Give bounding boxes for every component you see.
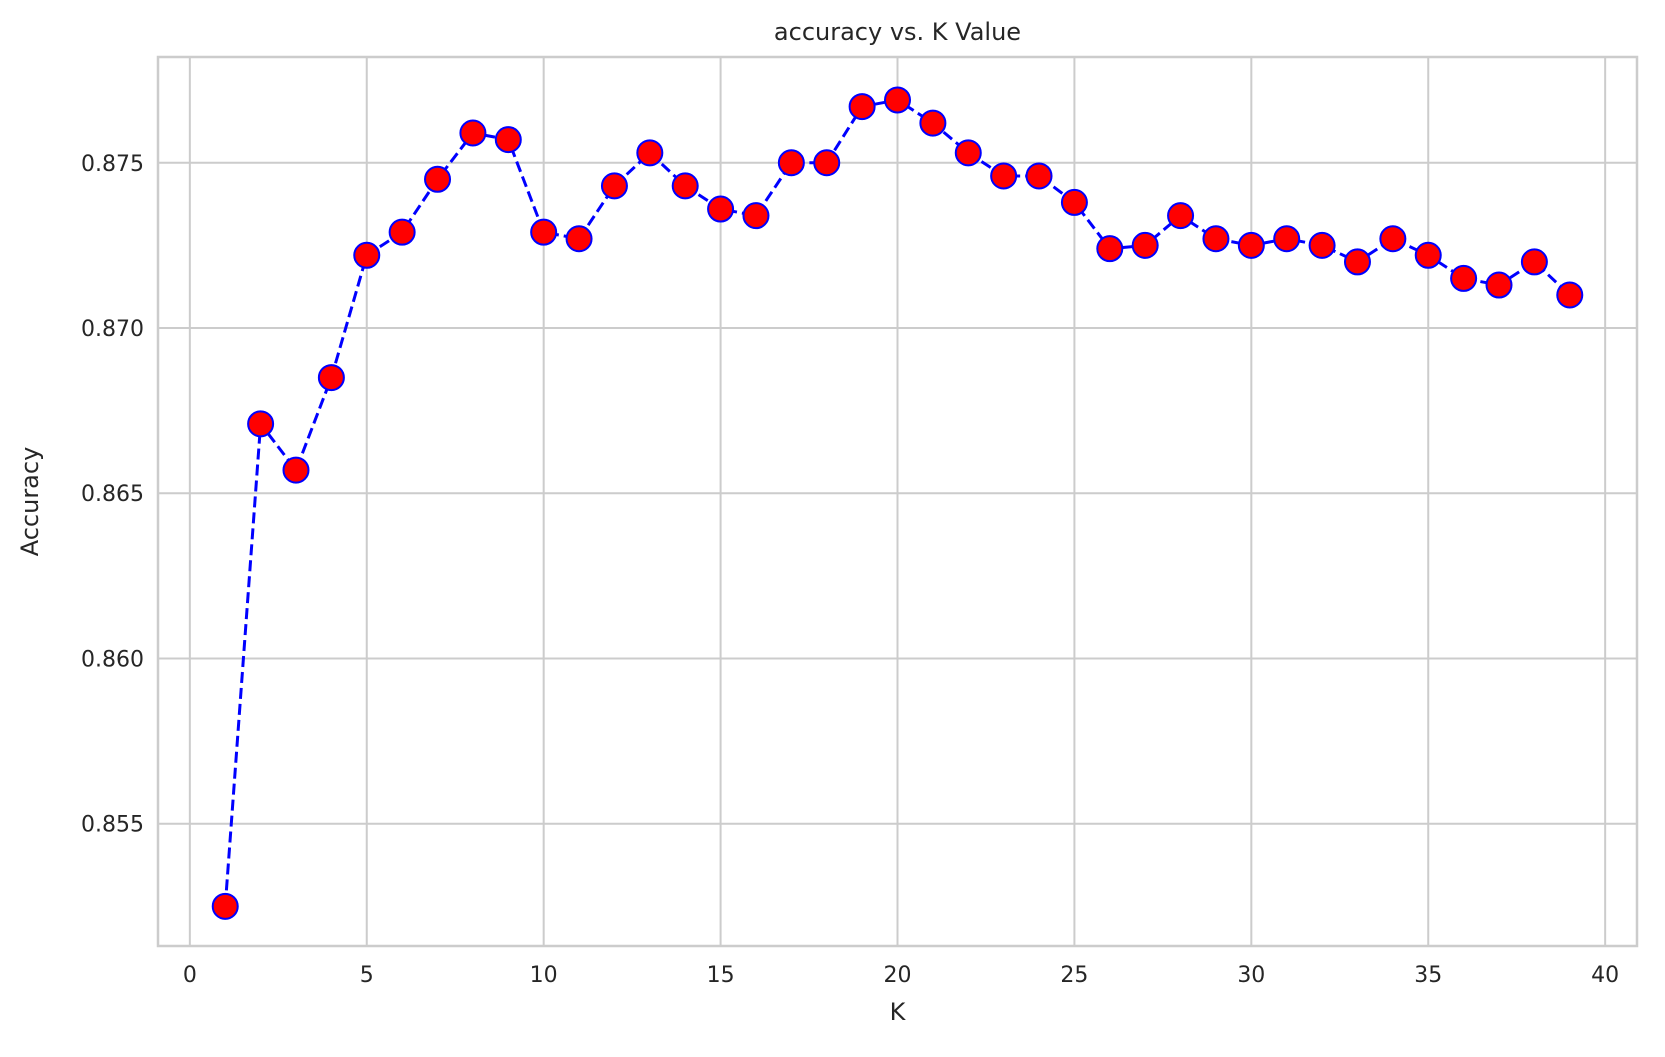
data-point xyxy=(424,165,452,193)
data-point xyxy=(636,139,664,167)
data-point xyxy=(1025,162,1053,190)
data-point xyxy=(600,172,628,200)
data-point xyxy=(954,139,982,167)
y-tick-label: 0.870 xyxy=(81,317,144,342)
y-tick-label: 0.875 xyxy=(81,152,144,177)
data-point xyxy=(777,149,805,177)
x-tick-label: 35 xyxy=(1414,963,1442,988)
data-point xyxy=(884,86,911,114)
y-axis-ticks: 0.855 0.860 0.865 0.870 0.875 xyxy=(81,152,144,838)
data-point xyxy=(1237,231,1265,259)
data-point xyxy=(530,218,558,246)
plot-frame xyxy=(156,55,1639,948)
series-layer xyxy=(211,86,1584,920)
data-point xyxy=(211,892,239,920)
data-point xyxy=(1450,264,1478,292)
data-point xyxy=(494,126,522,154)
data-point xyxy=(990,162,1018,190)
x-axis-label: K xyxy=(890,998,907,1026)
data-point xyxy=(1308,231,1336,259)
x-axis-ticks: 0 5 10 15 20 25 30 35 40 xyxy=(183,963,1619,988)
x-tick-label: 30 xyxy=(1237,963,1265,988)
data-point xyxy=(459,119,487,147)
x-tick-label: 25 xyxy=(1060,963,1088,988)
data-point xyxy=(565,225,593,253)
y-tick-label: 0.855 xyxy=(81,813,144,838)
data-point xyxy=(1379,225,1407,253)
y-tick-label: 0.860 xyxy=(81,647,144,672)
data-point xyxy=(848,93,876,121)
data-point xyxy=(1520,248,1548,276)
data-point xyxy=(919,109,947,137)
data-point xyxy=(1167,202,1195,230)
data-point xyxy=(671,172,699,200)
data-point xyxy=(742,202,770,230)
data-point xyxy=(1414,241,1442,269)
data-point xyxy=(707,195,735,223)
x-tick-label: 5 xyxy=(360,963,374,988)
data-point xyxy=(1131,231,1159,259)
data-point xyxy=(247,410,275,438)
chart-title: accuracy vs. K Value xyxy=(774,18,1021,46)
data-point xyxy=(1096,235,1124,263)
data-point xyxy=(1273,225,1301,253)
data-point xyxy=(1556,281,1584,309)
data-point xyxy=(1202,225,1230,253)
data-point xyxy=(282,456,310,484)
x-tick-label: 0 xyxy=(183,963,197,988)
data-point xyxy=(317,364,345,392)
data-point xyxy=(1060,188,1088,216)
data-point xyxy=(353,241,381,269)
data-point xyxy=(813,149,841,177)
data-point xyxy=(388,218,416,246)
y-axis-label: Accuracy xyxy=(16,447,44,557)
grid-lines xyxy=(158,57,1637,946)
x-tick-label: 10 xyxy=(530,963,558,988)
data-point xyxy=(1485,271,1513,299)
x-tick-label: 15 xyxy=(707,963,735,988)
x-tick-label: 20 xyxy=(884,963,912,988)
x-tick-label: 40 xyxy=(1591,963,1619,988)
y-tick-label: 0.865 xyxy=(81,482,144,507)
data-point xyxy=(1343,248,1371,276)
